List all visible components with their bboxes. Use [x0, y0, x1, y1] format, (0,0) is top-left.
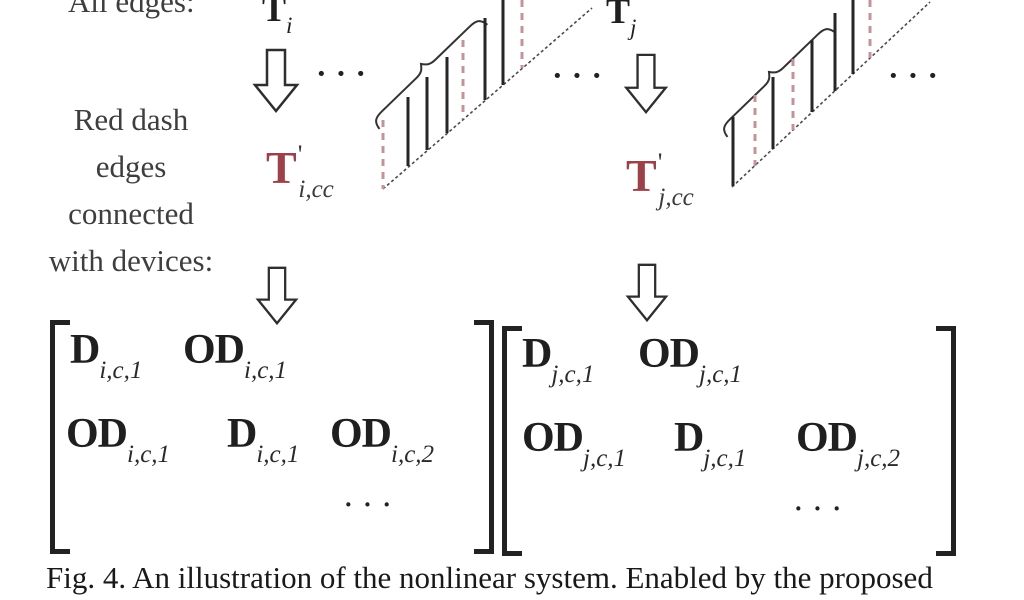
matrix-entry: ODi,c,1: [66, 410, 170, 469]
matrix-bracket-right-close: [936, 326, 956, 556]
entry-main: D: [674, 415, 704, 461]
edge-fence-graphic-left: [375, 0, 593, 190]
symbol-t-j-cc: T' j,cc: [626, 148, 694, 212]
symbol-t-i-sub: i: [286, 13, 293, 38]
entry-main: OD: [66, 411, 128, 457]
entry-main: OD: [330, 411, 392, 457]
matrix-bracket-left-close: [474, 320, 494, 554]
label-all-edges: All edges:: [68, 0, 195, 19]
symbol-t-i-cc-main: T: [266, 142, 297, 193]
entry-sub: i,c,1: [127, 441, 171, 468]
matrix-entry: ODi,c,2: [330, 410, 434, 469]
symbol-t-j: Tj: [606, 0, 636, 41]
down-arrow-icon: [623, 53, 669, 115]
diagonal-baseline: [382, 7, 593, 190]
matrix-bracket-left-open: [50, 320, 70, 554]
label-line: Red dash: [73, 102, 189, 137]
entry-sub: j,c,1: [551, 361, 595, 388]
prime-mark: ': [297, 140, 303, 169]
brace-curve: [375, 20, 489, 130]
symbol-t-i: Ti: [262, 0, 292, 39]
entry-sub: j,c,1: [583, 445, 627, 472]
label-line: with devices:: [48, 243, 214, 278]
matrix-entry: ODj,c,1: [522, 414, 626, 473]
matrix-ellipsis: · · ·: [344, 490, 394, 519]
symbol-t-i-cc: T' i,cc: [266, 140, 334, 204]
diagonal-baseline: [731, 1, 931, 188]
solid-edge-lines: [406, 0, 505, 166]
matrix-ellipsis: · · ·: [794, 494, 844, 523]
entry-sub: i,c,1: [244, 357, 288, 384]
entry-main: D: [522, 331, 552, 377]
entry-main: D: [70, 327, 100, 373]
symbol-t-j-cc-main: T: [626, 150, 657, 201]
label-line: connected: [68, 196, 194, 231]
matrix-bracket-right-open: [502, 326, 522, 556]
brace-curve: [723, 28, 837, 138]
matrix-entry: ODj,c,2: [796, 414, 900, 473]
down-arrow-icon: [252, 48, 300, 113]
entry-sub: j,c,1: [703, 445, 747, 472]
label-line: edges: [95, 149, 167, 184]
solid-edge-lines: [731, 0, 855, 186]
symbol-t-j-cc-sub: j,cc: [658, 184, 694, 211]
matrix-entry: ODi,c,1: [183, 326, 287, 385]
matrix-entry: Di,c,1: [70, 326, 142, 385]
entry-sub: j,c,1: [699, 361, 743, 388]
entry-main: OD: [183, 327, 245, 373]
matrix-entry: Di,c,1: [227, 410, 299, 469]
entry-main: OD: [522, 415, 584, 461]
matrix-entry: ODj,c,1: [638, 330, 742, 389]
ellipsis-dots: ···: [316, 55, 376, 91]
prime-mark: ': [657, 148, 663, 177]
entry-main: OD: [796, 415, 858, 461]
down-arrow-icon: [255, 266, 299, 326]
matrix-entry: Dj,c,1: [522, 330, 594, 389]
figure-caption: Fig. 4. An illustration of the nonlinear…: [46, 560, 933, 595]
entry-main: D: [227, 411, 257, 457]
symbol-t-i-cc-sub: i,cc: [298, 176, 334, 203]
entry-sub: i,c,2: [391, 441, 435, 468]
symbol-t-j-sub: j: [630, 15, 637, 40]
entry-sub: i,c,1: [256, 441, 300, 468]
entry-sub: i,c,1: [99, 357, 143, 384]
entry-main: OD: [638, 331, 700, 377]
down-arrow-icon: [625, 263, 669, 323]
red-dash-edge-lines: [753, 0, 872, 166]
ellipsis-dots: ···: [552, 57, 612, 93]
red-dash-edge-lines: [381, 0, 524, 189]
ellipsis-dots: ···: [888, 57, 948, 93]
symbol-t-i-main: T: [262, 0, 287, 29]
matrix-entry: Dj,c,1: [674, 414, 746, 473]
edge-fence-graphic-right: [723, 0, 931, 188]
label-red-dash-edges: Red dash edges connected with devices:: [22, 96, 240, 284]
symbol-t-j-main: T: [606, 0, 631, 31]
entry-sub: j,c,2: [857, 445, 901, 472]
